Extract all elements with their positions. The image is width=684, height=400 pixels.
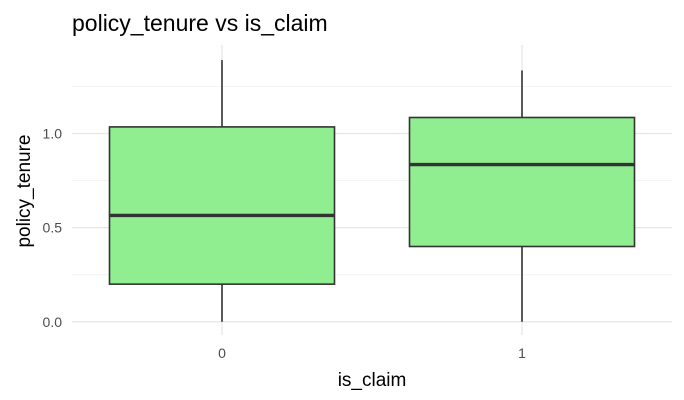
box-group-0 (108, 60, 336, 322)
boxes-layer (108, 60, 636, 322)
x-axis-title: is_claim (338, 370, 407, 391)
box-iqr (108, 126, 336, 285)
box-group-1 (408, 70, 636, 322)
x-tick-label: 0 (218, 345, 226, 361)
y-axis-ticks: 0.0 0.5 1.0 (43, 126, 63, 330)
y-tick-label: 0.0 (43, 314, 63, 330)
y-tick-label: 0.5 (43, 220, 63, 236)
y-tick-label: 1.0 (43, 126, 63, 142)
box-iqr (408, 116, 636, 248)
chart-title: policy_tenure vs is_claim (72, 10, 328, 36)
x-tick-label: 1 (518, 345, 526, 361)
y-axis-title: policy_tenure (14, 134, 35, 247)
